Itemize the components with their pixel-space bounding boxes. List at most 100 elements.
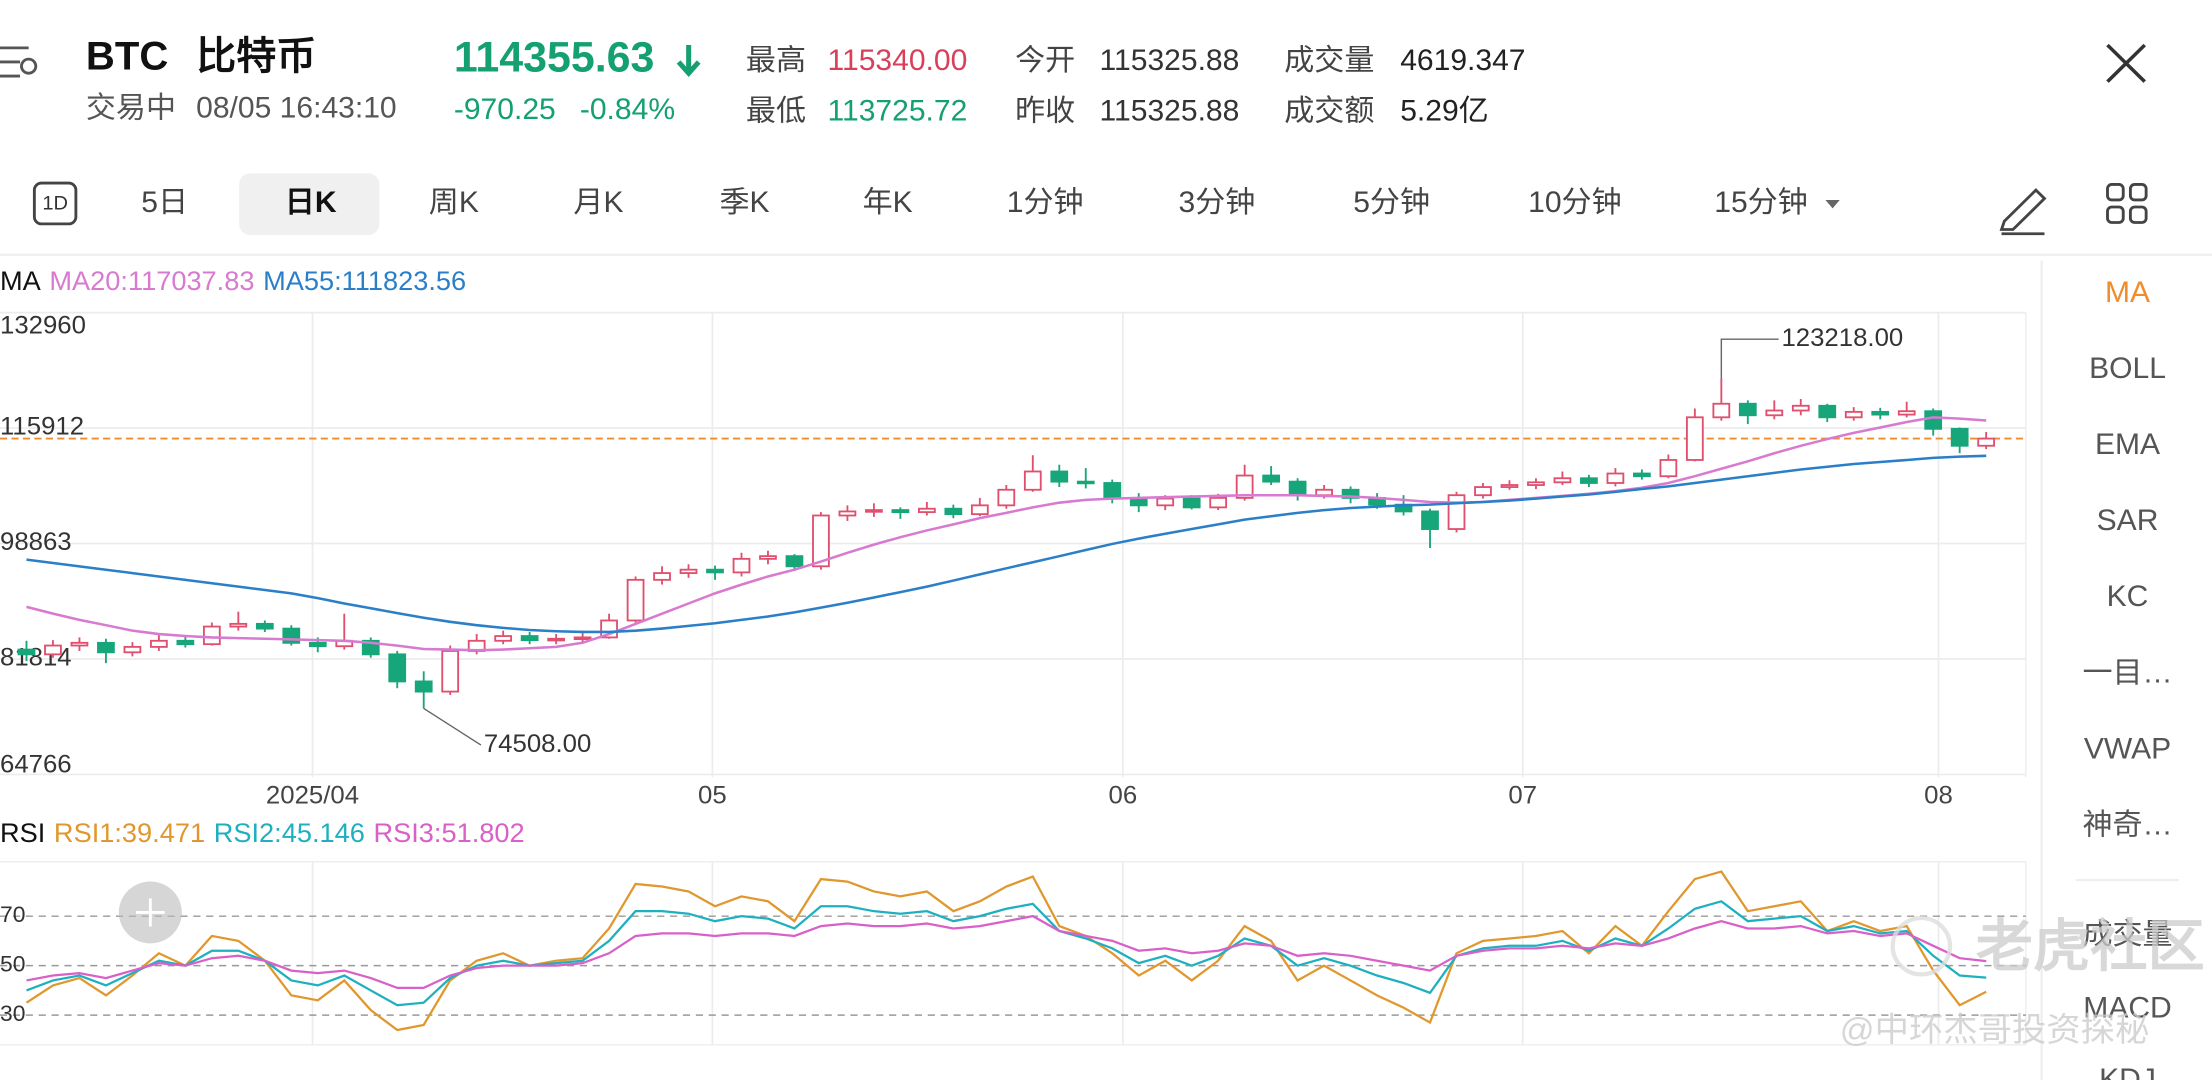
candle-body	[494, 635, 513, 642]
candle-body	[891, 509, 910, 514]
draw-icon[interactable]	[1999, 188, 2047, 236]
candle-body	[1103, 482, 1122, 500]
x-tick-label: 05	[698, 782, 727, 810]
tab[interactable]: 5日	[141, 186, 188, 219]
calendar-label: 1D	[42, 193, 68, 215]
icon-circle	[20, 57, 38, 75]
change-pct: -0.84%	[580, 93, 675, 126]
candle-body	[944, 507, 963, 516]
series-line	[26, 416, 1987, 652]
candle-body	[838, 510, 857, 517]
price-chart: MA MA20:117037.83 MA55:111823.56 132960 1159…	[0, 266, 2027, 1045]
candle-body	[547, 637, 565, 642]
stat-label: 最低	[746, 95, 806, 128]
candle-body	[308, 641, 327, 648]
y-tick-label: 115912	[0, 413, 84, 441]
plus	[136, 898, 165, 927]
tab[interactable]: 季K	[719, 186, 769, 219]
candle-body	[176, 639, 195, 646]
stat-label: 成交量	[1284, 44, 1374, 77]
candle-body	[1156, 497, 1175, 507]
candle-body	[150, 639, 168, 648]
candle-body	[732, 557, 751, 574]
candle-body	[1950, 427, 1969, 447]
annotation: 74508.00	[484, 730, 591, 758]
candle-body	[997, 488, 1016, 507]
legend-entry: MA55:111823.56	[263, 266, 466, 296]
candle-body	[1606, 472, 1625, 484]
tab[interactable]: 3分钟	[1179, 186, 1256, 219]
candle-body	[573, 636, 592, 641]
candle-body	[1288, 480, 1307, 497]
legend-title: MA	[0, 266, 41, 296]
candle-body	[1897, 410, 1916, 416]
candle-body	[1527, 481, 1545, 486]
indicator-tab[interactable]: 一目…	[2082, 656, 2172, 689]
candle-body	[1977, 437, 1996, 447]
candle-body	[123, 645, 142, 654]
indicator-tab[interactable]: 成交量	[2082, 918, 2172, 951]
status: 交易中	[86, 92, 176, 125]
indicator-tab[interactable]: 神奇…	[2082, 809, 2172, 842]
rsi-chart: RSI RSI1:39.471 RSI2:45.146 RSI3:51.802 70 50…	[0, 818, 2027, 1046]
candle-body	[388, 653, 407, 683]
stat-value: 115325.88	[1100, 95, 1240, 128]
indicator-tab[interactable]: KC	[2107, 580, 2149, 613]
icon-cell	[2106, 183, 2125, 202]
candle-body	[414, 680, 433, 693]
series-line	[25, 870, 1987, 1032]
tab[interactable]: 日K	[285, 186, 337, 219]
y-tick-label: 98863	[0, 528, 72, 556]
tab[interactable]: 周K	[429, 186, 479, 219]
candle-body	[1023, 470, 1042, 491]
indicator-tab[interactable]: EMA	[2095, 428, 2160, 461]
y-tick-label: 132960	[0, 312, 86, 340]
down-arrow	[676, 45, 701, 77]
indicator-tab[interactable]: KDJ	[2099, 1063, 2156, 1080]
tab[interactable]: 月K	[573, 186, 623, 219]
candle-body	[1447, 494, 1466, 530]
time: 08/05 16:43:10	[196, 92, 396, 125]
candle-body	[1633, 472, 1651, 478]
legend-entry: RSI2:45.146	[214, 818, 365, 848]
indicator-tab[interactable]: VWAP	[2084, 733, 2171, 766]
candle-body	[970, 504, 989, 516]
candle-body	[1844, 410, 1863, 419]
watermark-logo	[1890, 915, 1953, 977]
series-line	[26, 454, 1987, 634]
tab[interactable]: 1分钟	[1007, 186, 1084, 219]
series-line	[26, 914, 1987, 990]
tab[interactable]: 15分钟	[1714, 186, 1808, 219]
legend-entry: MA20:117037.83	[49, 266, 254, 296]
close-button[interactable]	[2106, 43, 2146, 83]
candle-body	[679, 568, 698, 574]
change: -970.25	[454, 93, 556, 126]
candle-body	[70, 641, 89, 647]
stat-value: 4619.347	[1400, 44, 1525, 77]
candle-body	[1341, 488, 1360, 499]
candle-body	[1076, 480, 1095, 485]
tab[interactable]: 10分钟	[1528, 186, 1622, 219]
tab[interactable]: 年K	[863, 186, 913, 219]
candle-body	[1685, 416, 1704, 461]
annotation-leader	[1720, 338, 1779, 379]
indicator-tab[interactable]: BOLL	[2089, 352, 2166, 385]
candle-body	[1262, 474, 1281, 483]
menu-icon[interactable]	[0, 46, 38, 78]
layout-icon[interactable]	[2106, 183, 2148, 224]
y-tick-label: 50	[0, 951, 25, 977]
legend-entry: RSI1:39.471	[54, 818, 205, 848]
stats: 最高 115340.00 最低 113725.72 今开 115325.88 昨收 11532…	[746, 44, 1526, 127]
indicator-tab[interactable]: SAR	[2097, 504, 2159, 537]
candle-body	[1050, 470, 1069, 483]
tab[interactable]: 5分钟	[1353, 186, 1430, 219]
indicator-tab[interactable]: MACD	[2083, 992, 2171, 1025]
indicator-tab[interactable]: MA	[2105, 276, 2150, 309]
candle-body	[1129, 497, 1148, 507]
symbol: BTC	[86, 35, 168, 79]
x-tick-label: 2025/04	[266, 782, 359, 810]
candle-body	[1765, 409, 1784, 417]
candle-body	[202, 625, 221, 646]
candle-body	[1818, 404, 1837, 419]
calendar-icon[interactable]	[32, 181, 78, 226]
